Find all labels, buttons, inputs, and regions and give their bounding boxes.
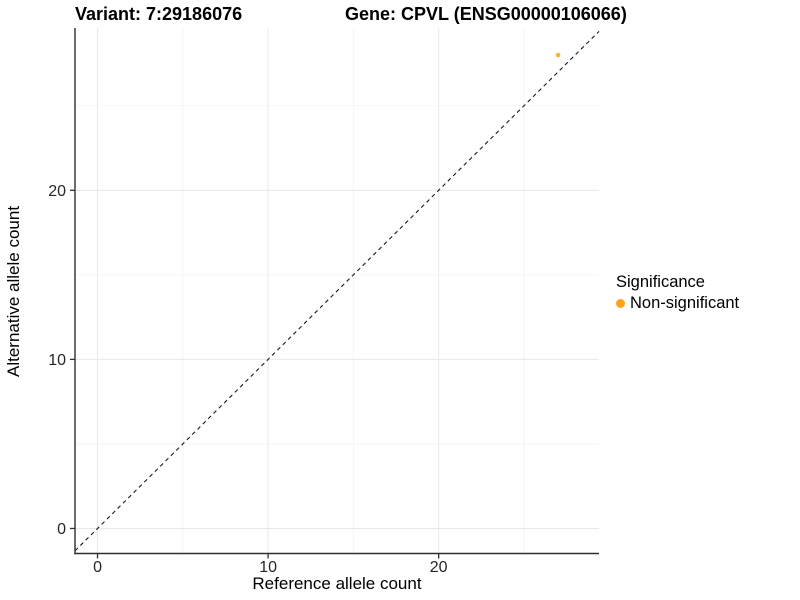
y-axis-label: Alternative allele count — [4, 205, 23, 377]
legend: Significance Non-significant — [616, 273, 739, 313]
legend-swatch — [616, 299, 625, 308]
plot-title-variant: Variant: 7:29186076 — [75, 4, 243, 24]
x-axis-label: Reference allele count — [252, 574, 422, 593]
legend-title: Significance — [616, 273, 705, 291]
identity-line — [74, 30, 600, 552]
y-tick-label: 10 — [48, 352, 66, 369]
legend-item-non-significant: Non-significant — [616, 294, 739, 313]
y-tick-label: 0 — [57, 521, 66, 538]
x-tick-label: 10 — [259, 559, 277, 576]
data-point — [555, 52, 561, 58]
y-tick-label: 20 — [48, 183, 66, 200]
x-tick-label: 20 — [430, 559, 448, 576]
plot-title-gene: Gene: CPVL (ENSG00000106066) — [345, 4, 627, 24]
legend-item-label: Non-significant — [630, 294, 740, 312]
x-tick-label: 0 — [93, 559, 102, 576]
